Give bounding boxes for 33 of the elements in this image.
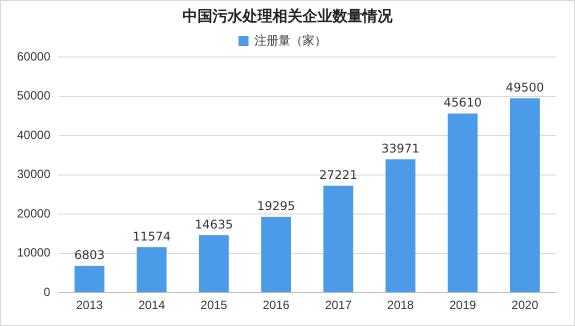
bar	[448, 114, 478, 292]
data-label: 11574	[132, 229, 171, 244]
y-tick-label: 30000	[16, 167, 51, 182]
data-label: 45610	[444, 96, 482, 110]
x-tick-label: 2013	[76, 298, 104, 312]
bar	[261, 216, 292, 292]
x-tick-label: 2014	[138, 298, 166, 312]
data-label: 14635	[194, 217, 233, 232]
x-tick-label: 2020	[512, 298, 539, 312]
data-label: 19295	[256, 198, 296, 213]
chart-title: 中国污水处理相关企业数量情况	[182, 7, 394, 26]
bar	[323, 186, 354, 292]
x-tick-label: 2017	[324, 298, 352, 312]
data-label: 6803	[74, 248, 105, 262]
bar	[136, 247, 167, 292]
y-tick-label: 40000	[16, 128, 51, 142]
y-tick-label: 10000	[16, 246, 51, 260]
bar	[386, 159, 416, 292]
y-tick-label: 50000	[16, 88, 51, 103]
bar	[74, 266, 104, 292]
data-label: 33971	[381, 141, 420, 156]
bar	[510, 98, 540, 292]
data-label: 27221	[319, 168, 358, 182]
y-tick-label: 0	[44, 284, 51, 299]
x-tick-label: 2018	[387, 298, 414, 312]
data-label: 49500	[506, 80, 544, 94]
legend-label: 注册量（家）	[254, 33, 326, 48]
x-tick-label: 2016	[262, 298, 290, 312]
y-tick-label: 60000	[16, 49, 51, 64]
bar	[198, 235, 229, 292]
y-tick-label: 20000	[16, 206, 51, 220]
x-tick-label: 2015	[200, 298, 228, 312]
x-tick-label: 2019	[449, 298, 476, 312]
